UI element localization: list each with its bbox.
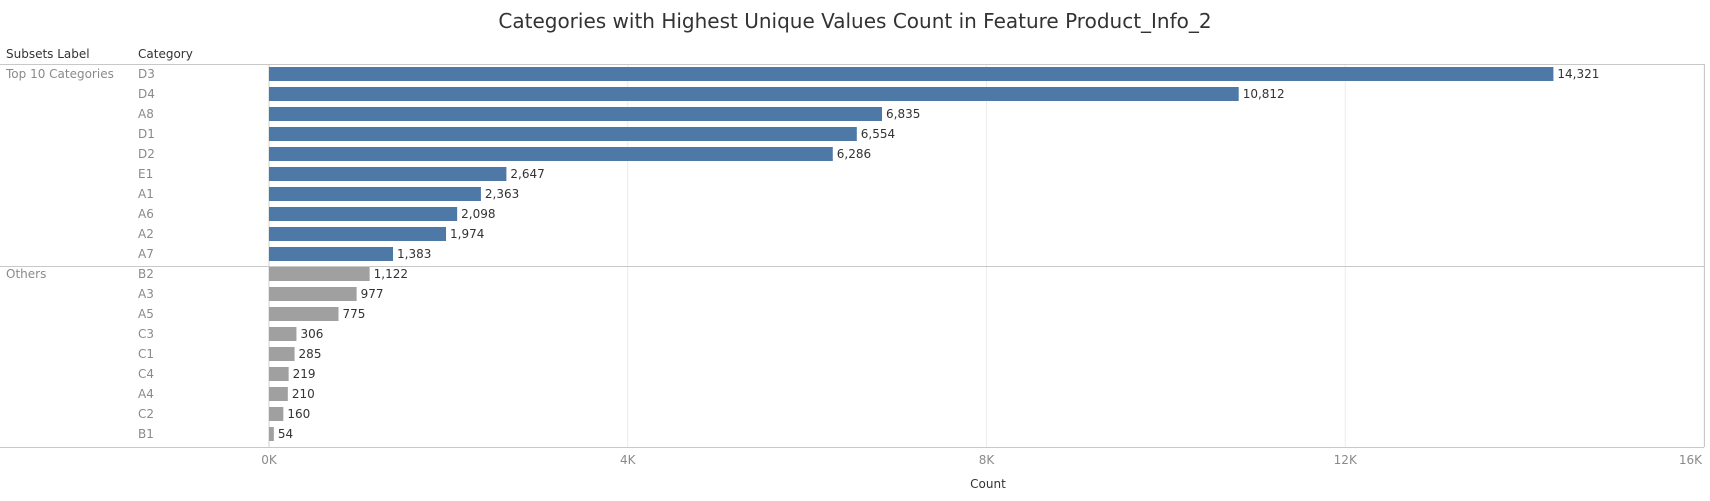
bar bbox=[269, 407, 284, 421]
x-tick-label: 0K bbox=[261, 453, 278, 467]
bar bbox=[269, 427, 274, 441]
category-label: C1 bbox=[138, 347, 154, 361]
header-subsets-label: Subsets Label bbox=[6, 47, 90, 61]
x-tick-label: 16K bbox=[1679, 453, 1703, 467]
category-label: A8 bbox=[138, 107, 154, 121]
chart-title: Categories with Highest Unique Values Co… bbox=[498, 9, 1211, 33]
category-label: C2 bbox=[138, 407, 154, 421]
bar bbox=[269, 107, 883, 121]
value-label: 2,098 bbox=[461, 207, 495, 221]
value-label: 2,363 bbox=[485, 187, 519, 201]
category-label: B1 bbox=[138, 427, 154, 441]
category-label: A1 bbox=[138, 187, 154, 201]
value-label: 775 bbox=[343, 307, 366, 321]
category-label: C4 bbox=[138, 367, 154, 381]
category-label: A7 bbox=[138, 247, 154, 261]
group-label: Top 10 Categories bbox=[5, 67, 114, 81]
bar bbox=[269, 67, 1554, 81]
x-tick-label: 12K bbox=[1334, 453, 1358, 467]
value-label: 1,383 bbox=[397, 247, 431, 261]
value-label: 219 bbox=[293, 367, 316, 381]
bar bbox=[269, 267, 370, 281]
category-label: A5 bbox=[138, 307, 154, 321]
category-label: A2 bbox=[138, 227, 154, 241]
category-label: C3 bbox=[138, 327, 154, 341]
bar bbox=[269, 287, 357, 301]
value-label: 306 bbox=[300, 327, 323, 341]
category-label: D4 bbox=[138, 87, 155, 101]
x-axis-label: Count bbox=[970, 477, 1006, 491]
bar bbox=[269, 387, 288, 401]
value-label: 6,554 bbox=[861, 127, 895, 141]
bar bbox=[269, 87, 1239, 101]
value-label: 54 bbox=[278, 427, 293, 441]
panel-frame bbox=[0, 64, 1705, 448]
gridlines bbox=[268, 64, 1705, 447]
value-label: 6,835 bbox=[886, 107, 920, 121]
category-label: B2 bbox=[138, 267, 154, 281]
bar bbox=[269, 167, 507, 181]
bar bbox=[269, 207, 458, 221]
bar bbox=[269, 247, 394, 261]
value-label: 10,812 bbox=[1243, 87, 1285, 101]
category-label: A4 bbox=[138, 387, 154, 401]
category-label: A6 bbox=[138, 207, 154, 221]
bars bbox=[269, 67, 1554, 441]
category-label: D1 bbox=[138, 127, 155, 141]
value-label: 1,974 bbox=[450, 227, 484, 241]
x-axis-ticks: 0K 4K 8K 12K 16K bbox=[261, 453, 1703, 467]
category-label: D2 bbox=[138, 147, 155, 161]
category-label: A3 bbox=[138, 287, 154, 301]
labels: Top 10 Categories D3 14,321 D4 10,812 A8 6,835… bbox=[5, 67, 1599, 441]
bar bbox=[269, 147, 833, 161]
bar bbox=[269, 367, 289, 381]
value-label: 1,122 bbox=[374, 267, 408, 281]
bar bbox=[269, 127, 857, 141]
value-label: 977 bbox=[361, 287, 384, 301]
value-label: 160 bbox=[287, 407, 310, 421]
x-tick-label: 8K bbox=[979, 453, 996, 467]
value-label: 210 bbox=[292, 387, 315, 401]
bar bbox=[269, 347, 295, 361]
value-label: 14,321 bbox=[1557, 67, 1599, 81]
group-label: Others bbox=[6, 267, 46, 281]
category-label: E1 bbox=[138, 167, 153, 181]
bar bbox=[269, 187, 481, 201]
value-label: 2,647 bbox=[510, 167, 544, 181]
x-tick-label: 4K bbox=[620, 453, 637, 467]
bar bbox=[269, 227, 447, 241]
value-label: 6,286 bbox=[837, 147, 871, 161]
category-label: D3 bbox=[138, 67, 155, 81]
header-category: Category bbox=[138, 47, 193, 61]
bar bbox=[269, 327, 297, 341]
bar bbox=[269, 307, 339, 321]
value-label: 285 bbox=[299, 347, 322, 361]
